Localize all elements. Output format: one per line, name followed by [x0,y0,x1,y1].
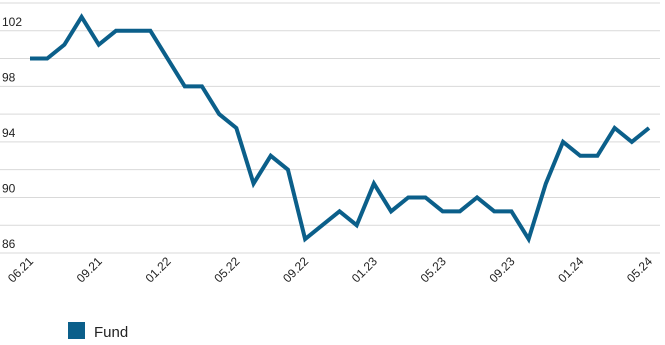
y-tick-label: 86 [2,237,16,251]
legend-swatch [68,322,85,339]
x-tick-label: 01.23 [349,254,380,285]
x-tick-label: 05.24 [624,254,655,285]
x-tick-label: 09.22 [280,254,311,285]
x-tick-label: 06.21 [5,254,36,285]
y-tick-label: 94 [2,126,16,140]
x-tick-label: 05.22 [211,254,242,285]
x-tick-label: 05.23 [418,254,449,285]
x-tick-label: 09.23 [486,254,517,285]
x-tick-label: 01.24 [555,254,586,285]
y-tick-label: 90 [2,181,16,195]
data-line [30,13,651,244]
x-tick-label: 01.22 [143,254,174,285]
y-tick-label: 98 [2,70,16,84]
legend-label: Fund [94,324,128,341]
y-tick-label: 102 [2,15,22,29]
x-tick-label: 09.21 [74,254,105,285]
